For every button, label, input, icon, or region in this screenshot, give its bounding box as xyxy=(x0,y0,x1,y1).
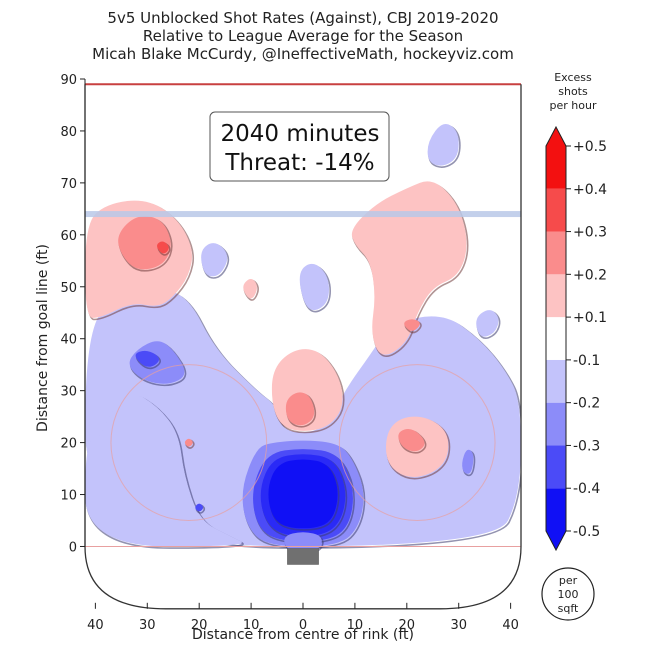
x-tick-label-1: 30 xyxy=(139,618,156,633)
units-badge-line-1: per xyxy=(559,574,578,587)
region-10 xyxy=(118,216,171,270)
region-20 xyxy=(299,263,329,311)
x-tick-label-8: 40 xyxy=(502,618,519,633)
region-13 xyxy=(404,319,420,331)
y-tick-label-1: 10 xyxy=(60,489,77,504)
y-tick-label-0: 0 xyxy=(69,540,77,555)
colorbar-tick-label-7: +0.3 xyxy=(573,225,607,241)
colorbar-title-line-1: Excess xyxy=(554,71,592,84)
threat-text: Threat: -14% xyxy=(224,150,374,176)
y-tick-label-5: 50 xyxy=(60,281,77,296)
y-axis-label: Distance from goal line (ft) xyxy=(35,244,51,432)
colorbar-arrow-top xyxy=(546,127,566,146)
colorbar-arrow-bottom xyxy=(546,531,566,550)
x-tick-label-4: 0 xyxy=(299,618,307,633)
colorbar-tick-label-6: +0.2 xyxy=(573,267,607,283)
x-tick-label-5: 10 xyxy=(347,618,364,633)
rink-markings xyxy=(84,83,522,610)
region-19 xyxy=(201,243,228,277)
colorbar: Excess shots per hour -0.5-0.4-0.3-0.2-0… xyxy=(545,71,607,552)
y-tick-label-8: 80 xyxy=(60,125,77,140)
minutes-text: 2040 minutes xyxy=(221,121,380,147)
colorbar-band-5 xyxy=(546,274,566,318)
colorbar-tick-label-9: +0.5 xyxy=(573,139,607,155)
faceoff-circle-1 xyxy=(338,364,496,522)
rink-boards xyxy=(84,84,522,610)
units-badge: per 100 sqft xyxy=(541,567,595,621)
colorbar-band-2 xyxy=(546,402,566,446)
region-17 xyxy=(285,392,315,426)
colorbar-band-7 xyxy=(546,188,566,232)
colorbar-tick-label-8: +0.4 xyxy=(573,182,607,198)
x-tick-label-7: 30 xyxy=(450,618,467,633)
region-7 xyxy=(268,459,338,529)
region-0 xyxy=(85,289,521,547)
colorbar-tick-label-1: -0.4 xyxy=(573,481,600,497)
chart-title-line-2: Relative to League Average for the Seaso… xyxy=(143,27,463,45)
shot-rate-regions xyxy=(85,124,521,555)
units-badge-line-3: sqft xyxy=(558,602,579,615)
x-tick-label-6: 20 xyxy=(399,618,416,633)
rink-plot: 0 10 20 30 40 50 60 70 80 90 40 30 20 10 0 10 20 30 40 xyxy=(60,73,522,633)
colorbar-band-3 xyxy=(546,359,566,403)
colorbar-band-8 xyxy=(546,146,566,189)
region-21 xyxy=(427,124,459,166)
y-tick-label-4: 40 xyxy=(60,333,77,348)
x-tick-label-3: 10 xyxy=(243,618,260,633)
region-22 xyxy=(476,310,499,337)
colorbar-bands xyxy=(545,125,567,552)
region-12 xyxy=(351,181,467,355)
colorbar-band-6 xyxy=(546,231,566,275)
y-tick-label-2: 20 xyxy=(60,437,77,452)
colorbar-tick-label-2: -0.3 xyxy=(573,438,600,454)
summary-annotation-box xyxy=(209,111,390,182)
x-axis-label: Distance from centre of rink (ft) xyxy=(192,627,414,643)
x-tick-label-2: 20 xyxy=(191,618,208,633)
x-tick-label-0: 40 xyxy=(87,618,104,633)
colorbar-title-line-3: per hour xyxy=(550,99,597,112)
summary-annotation: 2040 minutes Threat: -14% xyxy=(209,111,390,182)
colorbar-tick-label-0: -0.5 xyxy=(573,524,600,540)
colorbar-ticks: -0.5 -0.4 -0.3 -0.2 -0.1 +0.1 +0.2 +0.3 +0.4 +0.5 xyxy=(566,139,607,540)
chart-title-line-3: Micah Blake McCurdy, @IneffectiveMath, h… xyxy=(92,45,514,63)
region-25 xyxy=(195,503,204,512)
faceoff-circle-0 xyxy=(110,364,268,522)
y-tick-label-7: 70 xyxy=(60,177,77,192)
region-24 xyxy=(184,438,193,447)
chart-title-line-1: 5v5 Unblocked Shot Rates (Against), CBJ … xyxy=(107,9,498,27)
colorbar-band-4 xyxy=(546,317,566,360)
blue-line xyxy=(85,211,521,218)
goal-net xyxy=(287,548,319,565)
region-18 xyxy=(243,279,257,299)
colorbar-tick-label-5: +0.1 xyxy=(573,310,607,326)
region-23 xyxy=(462,449,474,474)
y-tick-label-3: 30 xyxy=(60,385,77,400)
colorbar-tick-label-4: -0.1 xyxy=(573,353,600,369)
region-3 xyxy=(135,350,159,367)
y-tick-label-6: 60 xyxy=(60,229,77,244)
units-badge-circle xyxy=(541,567,595,621)
region-15 xyxy=(398,428,425,452)
colorbar-band-0 xyxy=(546,488,566,531)
region-1 xyxy=(85,395,242,547)
y-tick-label-9: 90 xyxy=(60,73,77,88)
colorbar-tick-label-3: -0.2 xyxy=(573,396,600,412)
units-badge-line-2: 100 xyxy=(558,588,579,601)
axes: 0 10 20 30 40 50 60 70 80 90 40 30 20 10 0 10 20 30 40 xyxy=(60,73,518,633)
region-11 xyxy=(157,241,169,254)
colorbar-title-line-2: shots xyxy=(558,85,588,98)
colorbar-band-1 xyxy=(546,445,566,489)
